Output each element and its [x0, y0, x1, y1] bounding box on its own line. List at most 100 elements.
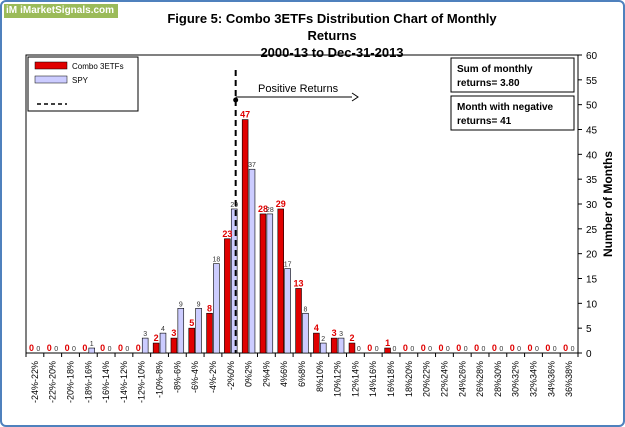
bar-combo [241, 119, 249, 354]
bar-combo [277, 208, 284, 354]
data-label-combo: 1 [385, 338, 390, 348]
data-label-spy: 0 [571, 346, 575, 353]
data-label-spy: 4 [161, 326, 165, 333]
bar-spy [141, 337, 149, 354]
data-label-combo: 13 [294, 278, 304, 288]
x-tick-label: -2%0% [226, 361, 236, 390]
y-tick-label: 40 [586, 150, 598, 161]
y-tick-label: 30 [586, 200, 598, 211]
x-tick-label: 18%20% [404, 361, 414, 397]
x-tick-label: 2%4% [261, 361, 271, 387]
bar-spy [213, 263, 220, 354]
y-tick-label: 25 [586, 225, 598, 236]
data-label-spy: 0 [517, 346, 521, 353]
x-tick-label: 10%12% [333, 361, 343, 397]
bar-spy [177, 307, 185, 354]
legend-swatch-spy [34, 75, 68, 84]
x-tick-label: 24%26% [457, 361, 467, 397]
data-label-spy: 0 [428, 346, 432, 353]
sum-returns-box [450, 57, 575, 93]
x-tick-label: 4%6% [279, 361, 289, 387]
data-label-spy: 28 [266, 207, 274, 214]
data-label-combo: 28 [258, 204, 268, 214]
data-label-spy: 8 [303, 306, 307, 313]
y-tick-label: 10 [586, 299, 598, 310]
y-tick-label: 5 [586, 324, 592, 335]
bar-combo [295, 288, 302, 354]
data-label-combo: 47 [240, 110, 250, 120]
data-label-spy: 37 [248, 162, 256, 169]
y-tick-label: 35 [586, 175, 598, 186]
data-label-spy: 0 [446, 346, 450, 353]
negative-months-box [450, 95, 575, 131]
data-label-combo: 0 [100, 343, 105, 353]
x-tick-label: 8%10% [315, 361, 325, 392]
x-tick-label: 36%38% [564, 361, 574, 397]
x-tick-label: 0%2% [244, 361, 254, 387]
data-label-spy: 0 [499, 346, 503, 353]
x-tick-label: -4%-2% [208, 361, 218, 393]
data-label-spy: 9 [179, 301, 183, 308]
data-label-spy: 0 [36, 346, 40, 353]
arrow-origin-dot [233, 97, 239, 103]
x-tick-label: 28%30% [493, 361, 503, 397]
x-tick-label: -12%-10% [137, 361, 147, 403]
site-logo: iM iMarketSignals.com [4, 4, 119, 18]
data-label-spy: 0 [553, 346, 557, 353]
data-label-combo: 0 [403, 343, 408, 353]
x-tick-label: -18%-16% [83, 361, 93, 403]
x-tick-label: -14%-12% [119, 361, 129, 403]
bar-spy [284, 268, 291, 354]
data-label-combo: 0 [545, 343, 550, 353]
data-label-combo: 3 [171, 328, 176, 338]
bar-spy [88, 347, 95, 354]
y-tick-label: 55 [586, 76, 598, 87]
data-label-combo: 0 [456, 343, 461, 353]
y-tick-label: 60 [586, 51, 598, 62]
bar-combo [188, 327, 195, 354]
data-label-combo: 0 [65, 343, 70, 353]
y-tick-label: 45 [586, 126, 598, 137]
data-label-spy: 0 [393, 346, 397, 353]
x-tick-label: 22%24% [439, 361, 449, 397]
data-label-combo: 0 [474, 343, 479, 353]
bar-combo [384, 347, 391, 354]
bar-spy [159, 332, 167, 354]
arrow-label: Positive Returns [258, 83, 339, 95]
x-tick-label: -8%-6% [172, 361, 182, 393]
bar-spy [248, 168, 256, 354]
data-label-combo: 29 [276, 199, 286, 209]
y-tick-label: 15 [586, 275, 598, 286]
y-tick-label: 0 [586, 349, 592, 360]
x-tick-label: 20%22% [422, 361, 432, 397]
data-label-spy: 3 [339, 331, 343, 338]
x-tick-label: -10%-8% [155, 361, 165, 398]
data-label-combo: 0 [510, 343, 515, 353]
data-label-spy: 0 [54, 346, 58, 353]
negative-months-line2: returns= 41 [457, 116, 512, 127]
data-label-spy: 0 [410, 346, 414, 353]
logo-mark: iM [6, 5, 18, 16]
bar-combo [170, 337, 178, 354]
sum-returns-line1: Sum of monthly [457, 64, 533, 75]
data-label-combo: 5 [189, 318, 194, 328]
data-label-spy: 0 [108, 346, 112, 353]
x-tick-label: -22%-20% [48, 361, 58, 403]
data-label-combo: 0 [492, 343, 497, 353]
data-label-spy: 0 [482, 346, 486, 353]
chart-subtitle: 2000-13 to Dec-31-2013 [260, 45, 404, 60]
chart-title: Figure 5: Combo 3ETFs Distribution Chart… [152, 10, 512, 61]
data-label-spy: 0 [357, 346, 361, 353]
bar-combo [313, 332, 320, 354]
legend-label-combo: Combo 3ETFs [72, 62, 124, 71]
x-tick-label: 30%32% [511, 361, 521, 397]
data-label-combo: 4 [314, 323, 319, 333]
data-label-combo: 23 [222, 229, 232, 239]
data-label-spy: 18 [213, 257, 221, 264]
bar-combo [330, 337, 338, 354]
data-label-spy: 0 [72, 346, 76, 353]
x-tick-label: 14%16% [368, 361, 378, 397]
bar-spy [320, 342, 327, 354]
x-tick-label: -6%-4% [190, 361, 200, 393]
data-label-combo: 0 [29, 343, 34, 353]
